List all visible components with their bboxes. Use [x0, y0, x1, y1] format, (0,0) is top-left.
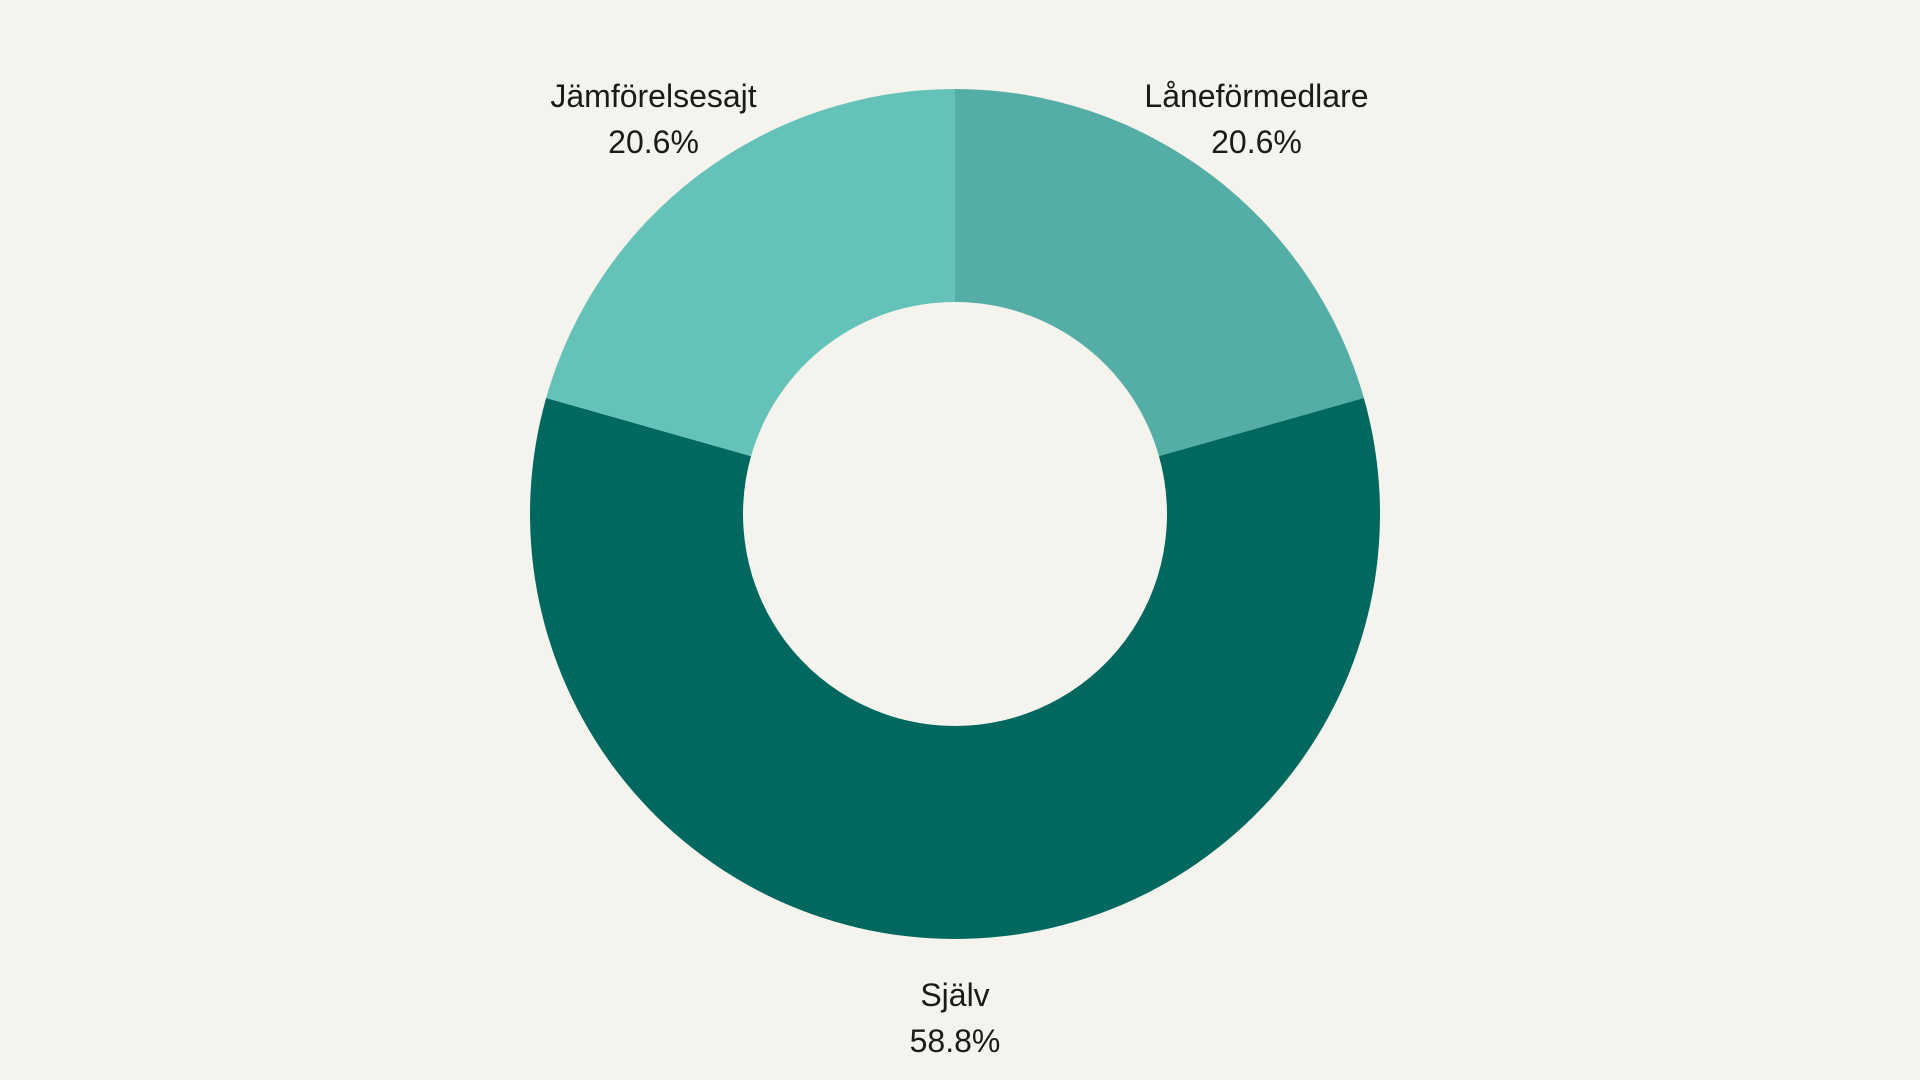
slice-label-1: Själv	[920, 977, 989, 1013]
donut-slice-0	[955, 89, 1364, 457]
slice-value-label-2: 20.6%	[608, 124, 699, 160]
slice-value-label-1: 58.8%	[910, 1023, 1001, 1059]
slice-label-0: Låneförmedlare	[1144, 78, 1368, 114]
donut-slice-1	[530, 397, 1380, 939]
slice-label-2: Jämförelsesajt	[550, 78, 756, 114]
slice-value-label-0: 20.6%	[1211, 124, 1302, 160]
donut-slice-2	[546, 89, 955, 457]
